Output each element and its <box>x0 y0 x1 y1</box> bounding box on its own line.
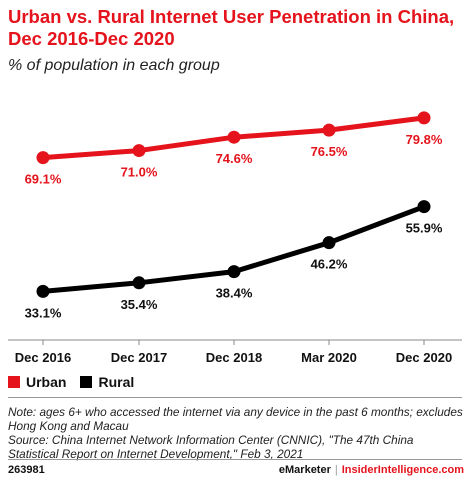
data-point-urban <box>227 130 241 144</box>
data-point-rural <box>36 284 50 298</box>
legend-swatch-rural <box>80 376 93 388</box>
data-label-urban: 74.6% <box>216 151 253 166</box>
legend-label-rural: Rural <box>98 374 135 390</box>
x-tick-label: Dec 2018 <box>206 350 262 365</box>
data-label-urban: 71.0% <box>121 165 158 180</box>
chart-title: Urban vs. Rural Internet User Penetratio… <box>8 6 455 49</box>
data-point-rural <box>227 265 241 279</box>
data-label-urban: 69.1% <box>25 172 62 187</box>
brand: eMarketer | InsiderIntelligence.com <box>278 464 464 476</box>
legend-item-urban: Urban <box>8 374 66 390</box>
data-point-urban <box>417 111 431 125</box>
x-tick-label: Mar 2020 <box>301 350 357 365</box>
line-chart: Dec 2016 Dec 2017 Dec 2018 Mar 2020 Dec 2020… <box>8 111 462 365</box>
data-point-urban <box>132 144 146 158</box>
legend-item-rural: Rural <box>80 374 134 390</box>
x-tick-label: Dec 2020 <box>396 350 452 365</box>
notes: Note: ages 6+ who accessed the internet … <box>8 405 464 461</box>
data-label-rural: 33.1% <box>25 305 62 320</box>
data-label-rural: 55.9% <box>406 221 443 236</box>
divider <box>8 397 462 398</box>
legend: Urban Rural <box>8 374 148 390</box>
x-tick-label: Dec 2016 <box>15 350 71 365</box>
x-tick-label: Dec 2017 <box>111 350 167 365</box>
data-point-urban <box>322 123 336 137</box>
data-label-urban: 76.5% <box>311 144 348 159</box>
data-point-urban <box>36 151 50 165</box>
data-point-rural <box>417 200 431 214</box>
brand-emarketer: eMarketer <box>278 464 331 476</box>
data-label-rural: 46.2% <box>311 257 348 272</box>
data-point-rural <box>322 236 336 250</box>
chart-subtitle: % of population in each group <box>8 57 220 74</box>
legend-label-urban: Urban <box>26 374 67 390</box>
chart-id: 263981 <box>8 464 45 476</box>
data-label-urban: 79.8% <box>406 132 443 147</box>
data-label-rural: 35.4% <box>121 297 158 312</box>
data-point-rural <box>132 276 146 290</box>
series-line-rural <box>40 204 427 294</box>
source-text: Source: China Internet Network Informati… <box>8 433 414 461</box>
brand-insider: InsiderIntelligence.com <box>341 464 464 476</box>
note-text: Note: ages 6+ who accessed the internet … <box>8 405 463 433</box>
footer-divider <box>8 459 462 460</box>
data-label-rural: 38.4% <box>216 286 253 301</box>
legend-swatch-urban <box>8 376 20 388</box>
